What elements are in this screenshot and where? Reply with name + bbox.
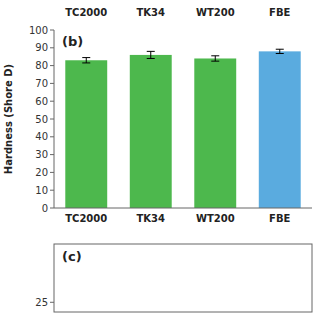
x-tick-label: TK34 [137, 213, 166, 224]
error-line [279, 49, 280, 53]
bar [259, 51, 301, 208]
error-cap [82, 57, 90, 58]
plot-area [65, 49, 300, 208]
y-tick [50, 47, 54, 48]
y-tick [50, 101, 54, 102]
error-bar [82, 58, 90, 63]
chart: 0 10 20 30 40 50 60 70 80 90 100 TC2000 TK34 WT200 FBE… [0, 0, 320, 320]
x-tick-label: TC2000 [65, 213, 107, 224]
y-tick-label: 50 [35, 114, 48, 125]
y-tick [50, 65, 54, 66]
error-cap [276, 53, 284, 54]
y-tick-label: 10 [35, 185, 48, 196]
bar [130, 55, 172, 208]
bar [194, 58, 236, 208]
y-tick-label: 100 [29, 25, 48, 36]
y-tick [50, 190, 54, 191]
y-tick [50, 30, 54, 31]
panel-frame [54, 244, 312, 312]
error-line [215, 56, 216, 61]
y-tick [50, 136, 54, 137]
y-tick [50, 302, 54, 303]
y-axis-label: Hardness (Shore D) [3, 64, 14, 174]
error-bar [211, 56, 219, 61]
panel-label: (c) [62, 249, 82, 264]
error-cap [276, 49, 284, 50]
y-tick [50, 119, 54, 120]
error-cap [147, 51, 155, 52]
y-tick [50, 172, 54, 173]
y-tick-label: 40 [35, 131, 48, 142]
y-tick-label: 70 [35, 78, 48, 89]
error-bar [276, 49, 284, 53]
y-tick-label: 20 [35, 167, 48, 178]
error-cap [147, 58, 155, 59]
bar [65, 60, 107, 208]
error-cap [211, 55, 219, 56]
error-bar [147, 51, 155, 58]
error-cap [82, 62, 90, 63]
top-label: TK34 [137, 7, 166, 18]
x-tick-label: FBE [269, 213, 290, 224]
top-label: WT200 [196, 7, 235, 18]
y-tick [50, 154, 54, 155]
y-tick [50, 208, 54, 209]
error-cap [211, 61, 219, 62]
top-label: FBE [269, 7, 290, 18]
panel-label: (b) [62, 34, 83, 49]
top-label: TC2000 [65, 7, 107, 18]
y-tick [50, 83, 54, 84]
y-tick-label: 25 [35, 297, 48, 308]
x-tick-label: WT200 [196, 213, 235, 224]
y-tick-label: 30 [35, 149, 48, 160]
y-tick-label: 80 [35, 60, 48, 71]
y-axis [54, 30, 55, 208]
y-tick-label: 60 [35, 96, 48, 107]
error-line [150, 51, 151, 58]
y-tick-label: 0 [42, 203, 48, 214]
y-tick-label: 90 [35, 42, 48, 53]
error-line [86, 58, 87, 63]
x-axis [54, 208, 312, 209]
